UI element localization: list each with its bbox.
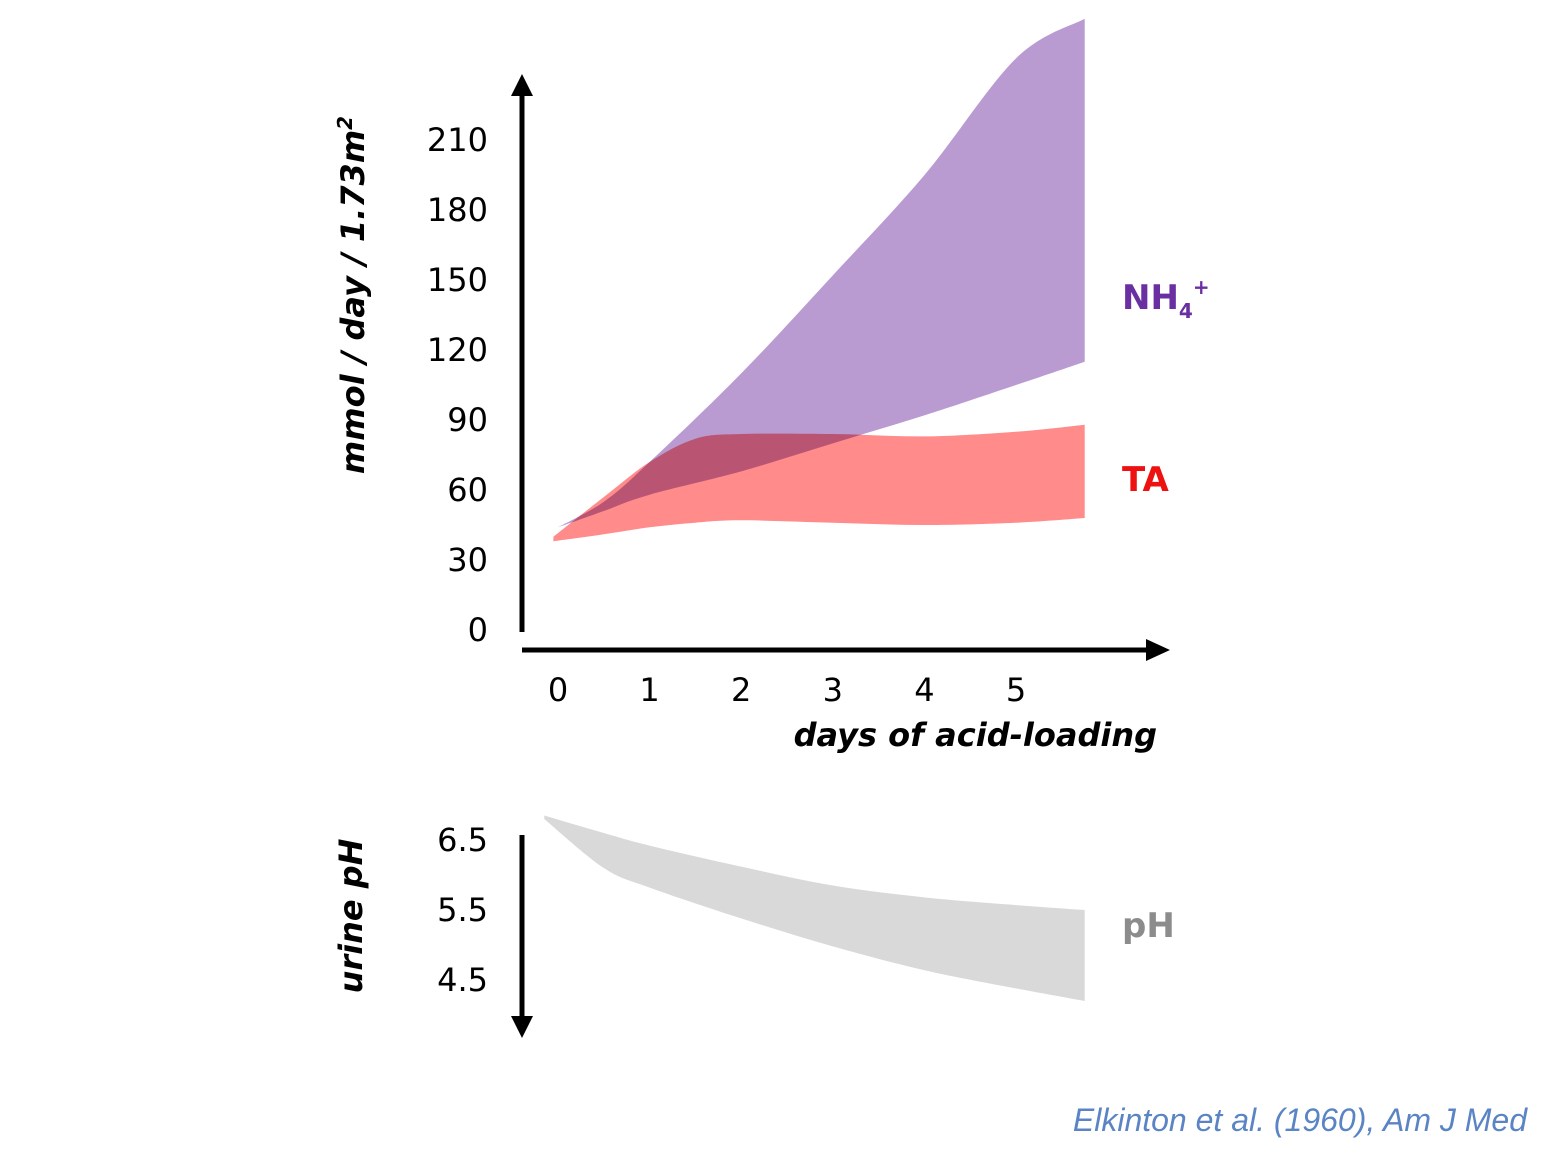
up-arrow-icon (511, 74, 533, 96)
ph-y-axis (511, 835, 533, 1038)
x-tick-label: 4 (914, 671, 934, 709)
top-y-tick-labels: 0 30 60 90 120 150 180 210 (427, 121, 488, 649)
x-tick-label: 1 (639, 671, 659, 709)
y-tick-label: 0 (468, 611, 488, 649)
y-tick-label: 210 (427, 121, 488, 159)
ph-y-tick-labels: 6.5 5.5 4.5 (437, 821, 488, 999)
ph-band (544, 815, 1085, 1001)
down-arrow-icon (511, 1016, 533, 1038)
y-tick-label: 150 (427, 261, 488, 299)
ph-series-label: pH (1122, 906, 1175, 946)
y-tick-label: 120 (427, 331, 488, 369)
x-tick-label: 2 (731, 671, 751, 709)
top-x-axis-title: days of acid-loading (794, 716, 1157, 754)
ph-y-axis-title: urine pH (332, 838, 370, 993)
ta-series-label: TA (1122, 460, 1170, 500)
x-tick-label: 0 (548, 671, 568, 709)
ph-y-tick-label: 5.5 (437, 891, 488, 929)
top-y-axis (511, 74, 533, 632)
top-x-tick-labels: 0 1 2 3 4 5 (548, 671, 1026, 709)
nh4-series-label: NH4+ (1122, 275, 1210, 323)
x-tick-label: 3 (823, 671, 843, 709)
x-tick-label: 5 (1006, 671, 1026, 709)
top-y-axis-title: mmol / day / 1.73m2 (333, 116, 372, 474)
citation: Elkinton et al. (1960), Am J Med (1072, 1102, 1527, 1138)
right-arrow-icon (1146, 639, 1170, 661)
ph-y-tick-label: 4.5 (437, 961, 488, 999)
y-tick-label: 90 (447, 401, 488, 439)
y-tick-label: 60 (447, 471, 488, 509)
top-chart-bands (553, 18, 1085, 542)
ph-chart-bands (544, 815, 1085, 1001)
ta-band (553, 424, 1085, 542)
ph-y-tick-label: 6.5 (437, 821, 488, 859)
top-x-axis (522, 639, 1170, 661)
nh4-band (558, 18, 1085, 528)
y-tick-label: 180 (427, 191, 488, 229)
y-tick-label: 30 (447, 541, 488, 579)
